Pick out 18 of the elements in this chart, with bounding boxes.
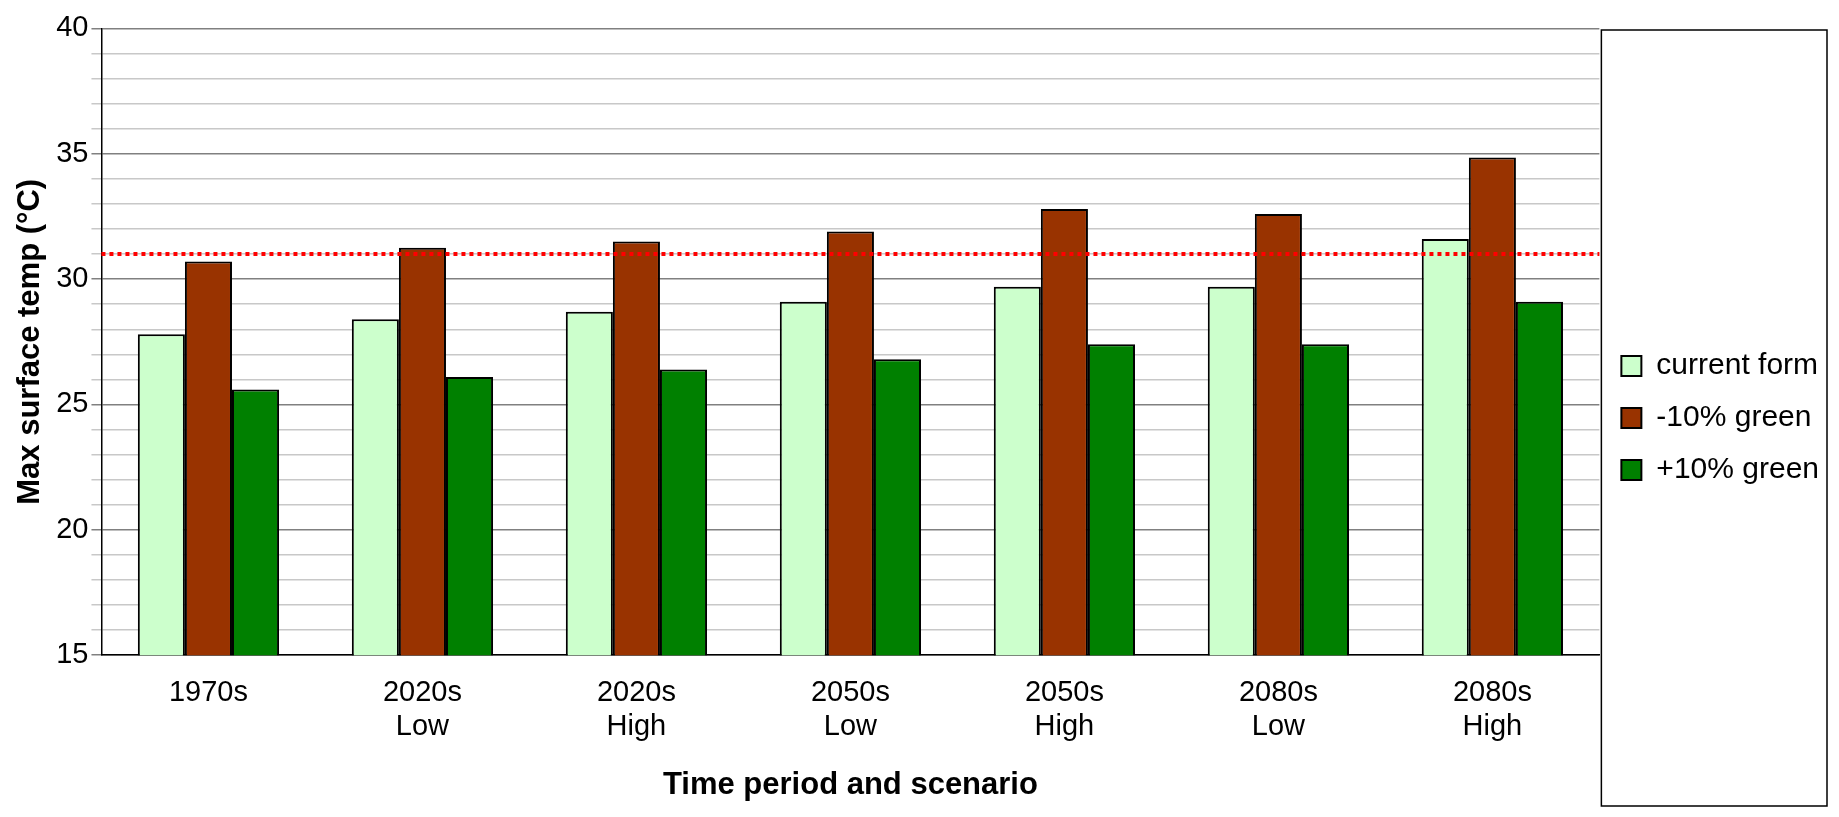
y-axis-title: Max surface temp (°C) (11, 178, 47, 505)
legend-label: -10% green (1656, 399, 1812, 433)
x-tick-label: 1970s (168, 674, 248, 707)
y-tick-label: 20 (56, 511, 89, 544)
y-tick-label: 40 (56, 10, 89, 43)
y-tick-label: 35 (56, 135, 89, 168)
x-axis-title: Time period and scenario (662, 765, 1038, 801)
y-tick-label: 25 (56, 386, 89, 419)
x-tick-label: 2050s Low (810, 674, 890, 742)
x-tick-label: 2080s High (1452, 674, 1532, 742)
x-tick-label: 2050s High (1024, 674, 1104, 742)
x-tick-label: 2020s Low (382, 674, 462, 742)
legend-label: +10% green (1656, 451, 1820, 485)
legend-label: current form (1656, 347, 1819, 381)
x-tick-label: 2020s High (596, 674, 676, 742)
y-tick-label: 30 (56, 261, 89, 294)
y-tick-label: 15 (56, 637, 89, 670)
x-tick-label: 2080s Low (1238, 674, 1318, 742)
